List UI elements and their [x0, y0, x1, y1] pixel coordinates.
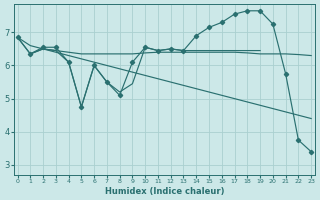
X-axis label: Humidex (Indice chaleur): Humidex (Indice chaleur): [105, 187, 224, 196]
